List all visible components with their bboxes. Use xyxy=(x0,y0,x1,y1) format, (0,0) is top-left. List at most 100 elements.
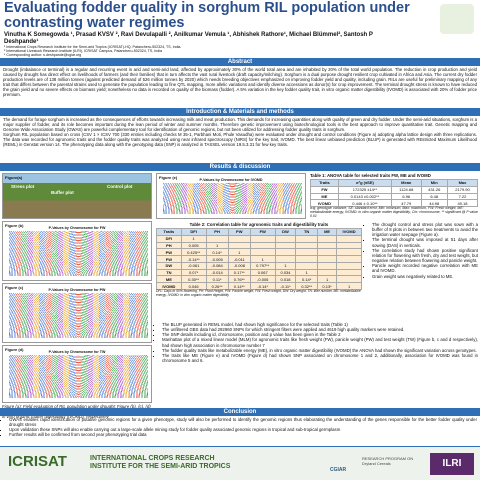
cell: 0.797** xyxy=(249,261,276,270)
results-heading: Results & discussion xyxy=(0,163,480,171)
empty-cell xyxy=(336,248,362,257)
header-cell: Traits xyxy=(310,179,339,187)
bullet: Panicle weight recorded negative correla… xyxy=(372,263,478,273)
cell: 0.76** xyxy=(227,275,251,284)
cell: 1 xyxy=(336,282,362,291)
header-cell: DFI xyxy=(180,228,207,236)
cell: 172325 ±14** xyxy=(337,185,392,194)
cell: 0.446 ± 0.10** xyxy=(337,199,392,208)
cell: TN xyxy=(156,268,182,277)
empty-cell xyxy=(336,261,362,270)
text-line: INSTITUTE FOR THE SEMI-ARID TROPICS xyxy=(90,463,231,471)
plot-title: P-Values by Chromosome for IVOMD xyxy=(199,178,263,182)
cell: 0.018 xyxy=(274,275,297,284)
plot-title: P-Values by Chromosome for TW xyxy=(48,350,106,354)
cell: DFI xyxy=(156,234,182,243)
header-cell: Max xyxy=(446,179,479,187)
empty-cell xyxy=(249,248,276,257)
bullet: The unfiltered GBS data had 292960 SNPs … xyxy=(162,327,478,332)
empty-cell xyxy=(274,248,297,257)
text-line: * Corresponding author: s.deshpande@cgia… xyxy=(4,52,82,57)
side-points: The drought control and stress plot was … xyxy=(366,222,478,279)
cell: 0.11* xyxy=(205,275,229,284)
affiliations: ¹ International Crops Research Institute… xyxy=(4,45,404,58)
empty-cell xyxy=(336,241,362,250)
result-points: The BLUP generated in REML model, had sh… xyxy=(156,322,478,363)
authors: Vinutha K Somegowda ¹, Prasad KVSV ², Ra… xyxy=(4,32,373,45)
bullet: The fodder quality traits like metaboliz… xyxy=(162,348,478,353)
figure-label: Figure(a) xyxy=(5,175,23,180)
bullet: The correlation study had shown positive… xyxy=(372,248,478,263)
footer-logo: ICRISAT xyxy=(8,453,67,470)
bullet: Manhattan plot of a mixed linear model (… xyxy=(162,337,478,347)
empty-cell xyxy=(316,234,338,243)
cell: FW xyxy=(310,185,339,194)
text-line: Sorghum RIL population based on cross (C… xyxy=(3,132,477,148)
text-line: ¹ International Crops Research Institute… xyxy=(4,45,182,49)
cell: FW xyxy=(156,255,182,263)
cell: -0.14** xyxy=(180,255,207,263)
title: Evaluating fodder quality in sorghum RIL… xyxy=(4,0,410,32)
figure-a: Figure(a) Stress plot Buffer plot Contro… xyxy=(2,173,152,219)
logo-emblem xyxy=(440,4,474,34)
text-line: The demand for forage sorghum is increas… xyxy=(3,117,477,133)
cell: 0.425** xyxy=(180,248,207,257)
cell: -0.005 xyxy=(205,255,229,263)
row: FW 172325 ±14** 1124.68 431.26 2179.90 xyxy=(310,185,479,194)
intro-heading: Introduction & Materials and methods xyxy=(0,108,480,116)
empty-cell xyxy=(249,241,276,250)
text-line: RESEARCH PROGRAM ON xyxy=(362,456,414,461)
empty-cell xyxy=(316,248,338,257)
cell: 0.30** xyxy=(180,275,207,284)
cell: -0.011 xyxy=(227,255,251,263)
row: DFI 1 xyxy=(156,234,362,243)
table1-block: Table 1: ANOVA table for selected traits… xyxy=(310,173,479,219)
header-cell: Traits xyxy=(156,228,182,236)
header-cell: ME xyxy=(316,228,338,236)
footer-institute: INTERNATIONAL CROPS RESEARCH INSTITUTE FO… xyxy=(90,455,230,472)
cell: -0.014 xyxy=(205,268,229,277)
empty-cell xyxy=(295,261,318,270)
empty-cell xyxy=(336,255,362,263)
row: PH 0.005 1 xyxy=(156,241,362,250)
cell: 44.98 xyxy=(420,199,448,208)
cell: 1 xyxy=(205,241,229,250)
manhattan-plot xyxy=(9,293,148,338)
cell: 0.067 xyxy=(249,268,276,277)
cell: 1 xyxy=(316,275,338,284)
cell: -0.008 xyxy=(227,261,251,270)
bullet: The BLUP generated in REML model, had sh… xyxy=(162,322,478,327)
header-cell: IVOMD xyxy=(336,228,362,236)
empty-cell xyxy=(274,255,297,263)
figure-c: Figure (c) P-Values by Chromosome for PW xyxy=(2,283,152,343)
empty-cell xyxy=(336,275,362,284)
conclusion-heading: Conclusion xyxy=(0,408,480,416)
cell: 6.48 xyxy=(420,192,448,201)
bullet: GWAS enables rapid identification of put… xyxy=(9,417,477,427)
cell: 1 xyxy=(295,268,318,277)
row: FW -0.14** -0.005 -0.011 1 xyxy=(156,255,362,263)
figure-d: Figure (d) P-Values by Chromosome for TW xyxy=(2,345,152,403)
header-row: Traits DFI PH PW FW DW TN ME IVOMD xyxy=(156,228,362,236)
empty-cell xyxy=(336,268,362,277)
cgiar: CGIAR xyxy=(330,467,347,473)
manhattan-plot xyxy=(9,231,148,276)
bullet: The SNP details including id, chromosome… xyxy=(162,332,478,337)
header-cell: σ²g (±SE) xyxy=(337,179,392,187)
row: PW 0.425** 0.14* 1 xyxy=(156,248,362,257)
empty-cell xyxy=(227,241,251,250)
intro-text: The demand for forage sorghum is increas… xyxy=(3,117,477,147)
empty-cell xyxy=(316,255,338,263)
header-cell: PW xyxy=(227,228,251,236)
bullet: The traits like ME (Figure e) and IVOMD … xyxy=(162,353,478,363)
cell: 1 xyxy=(274,261,297,270)
row: IVOMD 0.046 0.26** 0.14** -0.14* -0.11* 0.32**… xyxy=(156,282,362,291)
empty-cell xyxy=(336,234,362,243)
cell: 1 xyxy=(180,234,207,243)
figure-label: Figure (c) xyxy=(5,285,24,290)
table2-block: Table 2: Correlation table for agronomic… xyxy=(156,222,362,297)
figure-label: Figure (e) xyxy=(159,175,178,180)
row: ME 0.30** 0.11* 0.76** -0.005 0.018 0.14* 1 xyxy=(156,275,362,284)
cell: 0.005 xyxy=(180,241,207,250)
